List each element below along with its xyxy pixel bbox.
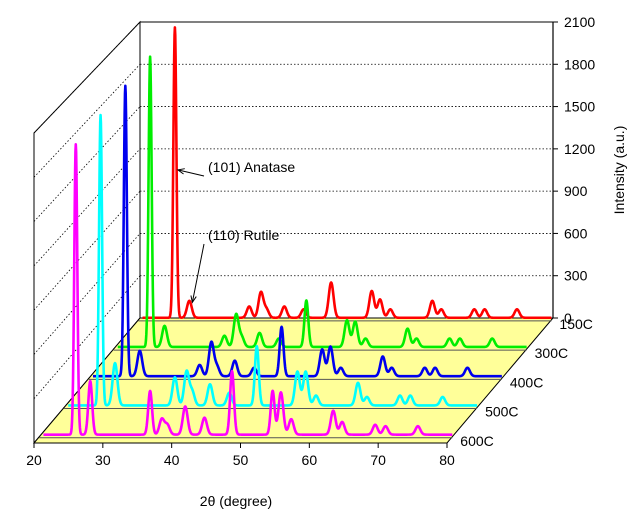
series-line — [116, 55, 528, 349]
x-tick-label: 20 — [26, 452, 42, 468]
annotation-arrow — [191, 243, 205, 303]
annotation-label: (101) Anatase — [208, 159, 295, 175]
z-tick-label: 300 — [564, 268, 588, 284]
x-tick-label: 30 — [95, 452, 111, 468]
annotation-arrowhead — [190, 295, 197, 304]
z-tick-label: 1500 — [564, 99, 595, 115]
x-tick-label: 80 — [439, 452, 455, 468]
x-tick-label: 40 — [164, 452, 180, 468]
series-label-300C: 300C — [535, 345, 568, 361]
grid-line-side — [33, 106, 141, 222]
series-line — [67, 113, 479, 407]
x-axis-title: 2θ (degree) — [200, 493, 272, 509]
z-tick-label: 2100 — [564, 14, 595, 30]
annotation-label: (110) Rutile — [208, 227, 280, 243]
annotation-arrow — [177, 169, 205, 177]
chart-axes — [33, 21, 558, 448]
annotation-arrowhead — [176, 168, 185, 175]
chart-series — [39, 26, 553, 439]
series-300C — [113, 55, 528, 351]
series-label-400C: 400C — [510, 374, 543, 390]
series-label-600C: 600C — [460, 433, 493, 449]
x-tick-label: 60 — [302, 452, 318, 468]
z-axis-title: Intensity (a.u.) — [611, 126, 627, 215]
series-label-150C: 150C — [559, 316, 592, 332]
series-label-500C: 500C — [485, 404, 518, 420]
z-tick-label: 1800 — [564, 56, 595, 72]
z-tick-label: 1200 — [564, 141, 595, 157]
z-tick-label: 0 — [564, 310, 572, 326]
z-tick-label: 600 — [564, 225, 588, 241]
back-wall — [139, 21, 554, 319]
chart-text: 150C 300C 400C 500C 600C 20 30 40 50 60 70 80 2θ (de… — [26, 14, 627, 509]
series-150C — [138, 26, 553, 322]
series-line — [42, 142, 454, 436]
x-tick-label: 50 — [233, 452, 249, 468]
series-600C — [39, 142, 454, 439]
grid-line-side — [33, 275, 141, 399]
x-tick-label: 70 — [370, 452, 386, 468]
chart-walls — [32, 20, 555, 445]
series-line — [141, 26, 553, 320]
grid-line-side — [33, 64, 141, 178]
z-tick-label: 900 — [564, 183, 588, 199]
grid-line-side — [33, 21, 141, 134]
